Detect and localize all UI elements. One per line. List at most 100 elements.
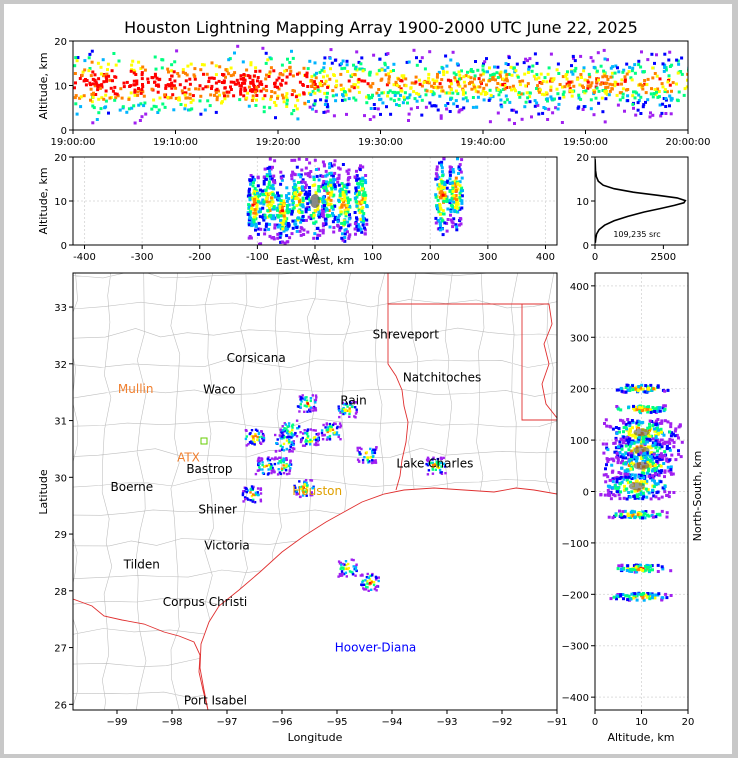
density-cell (344, 205, 348, 209)
density-cell (441, 66, 445, 70)
density-cell (270, 90, 274, 93)
density-cell (671, 432, 675, 436)
density-cell (357, 177, 361, 181)
density-cell (624, 444, 628, 448)
density-cell (90, 92, 94, 96)
density-cell (617, 445, 620, 449)
density-cell (663, 52, 667, 56)
density-cell (611, 427, 615, 431)
density-cell (654, 439, 658, 443)
density-cell (314, 109, 318, 113)
density-cell (177, 96, 181, 100)
density-cell (642, 437, 645, 441)
density-cell (437, 70, 441, 74)
density-cell (337, 198, 341, 202)
density-cell (239, 92, 243, 96)
density-cell (274, 116, 277, 120)
density-cell (278, 223, 282, 227)
density-cell (303, 483, 306, 486)
density-cell (646, 566, 650, 569)
density-cell (628, 444, 632, 448)
density-cell (313, 408, 316, 411)
density-cell (482, 86, 486, 90)
density-cell (198, 84, 202, 88)
density-cell (668, 50, 672, 54)
density-cell (181, 68, 185, 72)
density-cell (420, 113, 424, 117)
density-cell (673, 429, 677, 433)
density-cell (345, 112, 348, 116)
density-cell (295, 493, 298, 496)
density-cell (309, 479, 312, 482)
density-cell (642, 103, 646, 107)
density-cell (644, 593, 648, 597)
density-cell (584, 89, 588, 93)
density-cell (651, 406, 655, 409)
density-cell (88, 52, 92, 56)
density-cell (570, 64, 573, 68)
density-cell (285, 186, 289, 190)
density-cell (438, 212, 442, 216)
density-cell (647, 462, 651, 466)
density-cell (436, 457, 439, 461)
density-cell (646, 98, 650, 102)
density-cell (686, 72, 688, 76)
density-cell (229, 88, 233, 91)
density-cell (112, 52, 116, 55)
density-cell (453, 182, 457, 186)
density-cell (634, 387, 638, 391)
density-cell (648, 422, 651, 426)
density-cell (197, 87, 201, 91)
density-cell (476, 85, 480, 89)
density-cell (582, 86, 585, 89)
density-cell (253, 187, 257, 190)
density-cell (379, 112, 382, 116)
density-cell (546, 118, 550, 121)
density-cell (274, 103, 278, 107)
density-cell (249, 499, 252, 502)
density-cell (361, 69, 365, 73)
density-cell (233, 51, 236, 55)
density-cell (91, 77, 95, 81)
density-cell (97, 97, 101, 101)
density-cell (338, 167, 342, 171)
density-cell (533, 52, 537, 56)
density-cell (415, 91, 419, 95)
density-cell (628, 427, 632, 431)
density-cell (305, 494, 308, 497)
density-cell (272, 214, 275, 218)
density-cell (321, 174, 325, 178)
density-cell (288, 440, 291, 444)
density-cell (570, 80, 574, 84)
density-cell (638, 515, 642, 519)
density-cell (321, 183, 325, 187)
density-cell (309, 84, 313, 88)
density-cell (277, 468, 280, 471)
density-cell (306, 428, 310, 431)
density-cell (141, 83, 144, 86)
density-cell (653, 596, 657, 600)
density-cell (439, 456, 443, 459)
density-cell (491, 73, 495, 76)
density-cell (372, 459, 375, 462)
density-cell (371, 82, 375, 86)
density-cell (357, 77, 361, 81)
density-cell (450, 181, 454, 185)
density-cell (340, 205, 344, 209)
density-cell (207, 76, 211, 80)
density-cell (594, 96, 598, 100)
density-cell (273, 462, 277, 466)
density-cell (252, 181, 255, 185)
density-cell (259, 227, 263, 231)
density-cell (252, 200, 256, 204)
density-cell (276, 438, 279, 441)
density-cell (281, 431, 285, 434)
density-cell (660, 82, 664, 86)
density-cell (510, 73, 514, 77)
density-cell (362, 193, 366, 197)
density-cell (371, 452, 374, 455)
density-cell (628, 440, 632, 443)
density-cell (445, 107, 449, 111)
density-cell (343, 66, 347, 70)
density-cell (644, 510, 648, 513)
